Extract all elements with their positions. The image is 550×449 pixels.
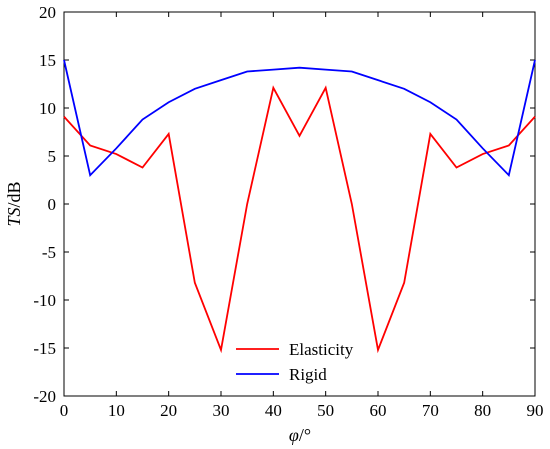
- x-axis-label: φ/°: [289, 425, 311, 445]
- y-tick-label: -15: [33, 339, 56, 358]
- y-axis-label-symbol: TS: [4, 208, 24, 227]
- y-tick-label: 5: [48, 147, 57, 166]
- x-tick-label: 30: [213, 401, 230, 420]
- plot-frame: [63, 11, 536, 397]
- legend-label-elasticity: Elasticity: [289, 340, 354, 359]
- y-tick-label: 10: [39, 99, 56, 118]
- tick-marks: [63, 11, 536, 397]
- y-tick-label: -5: [42, 243, 56, 262]
- x-tick-label: 80: [474, 401, 491, 420]
- plot-area: [63, 11, 536, 397]
- legend: Elasticity Rigid: [236, 340, 354, 384]
- y-tick-label: 20: [39, 3, 56, 22]
- x-tick-label: 40: [265, 401, 282, 420]
- x-tick-label: 60: [370, 401, 387, 420]
- x-axis-label-symbol: φ: [289, 425, 299, 445]
- x-tick-label: 10: [108, 401, 125, 420]
- y-tick-label: 0: [48, 195, 57, 214]
- series-line-rigid: [63, 59, 536, 178]
- y-axis-label: TS/dB: [4, 181, 24, 226]
- y-axis-label-unit: /dB: [4, 181, 24, 207]
- x-tick-label: 50: [317, 401, 334, 420]
- series-line-elasticity: [63, 85, 536, 354]
- x-axis-label-unit: /°: [299, 425, 311, 445]
- y-tick-labels: -20 -15 -10 -5 0 5 10 15 20: [33, 3, 56, 406]
- y-tick-label: -20: [33, 387, 56, 406]
- x-tick-label: 0: [60, 401, 69, 420]
- x-tick-labels: 0 10 20 30 40 50 60 70 80 90: [60, 401, 544, 420]
- series-lines: [63, 59, 536, 354]
- x-tick-label: 90: [527, 401, 544, 420]
- x-tick-label: 20: [160, 401, 177, 420]
- x-tick-label: 70: [422, 401, 439, 420]
- y-tick-label: 15: [39, 51, 56, 70]
- legend-label-rigid: Rigid: [289, 365, 327, 384]
- y-tick-label: -10: [33, 291, 56, 310]
